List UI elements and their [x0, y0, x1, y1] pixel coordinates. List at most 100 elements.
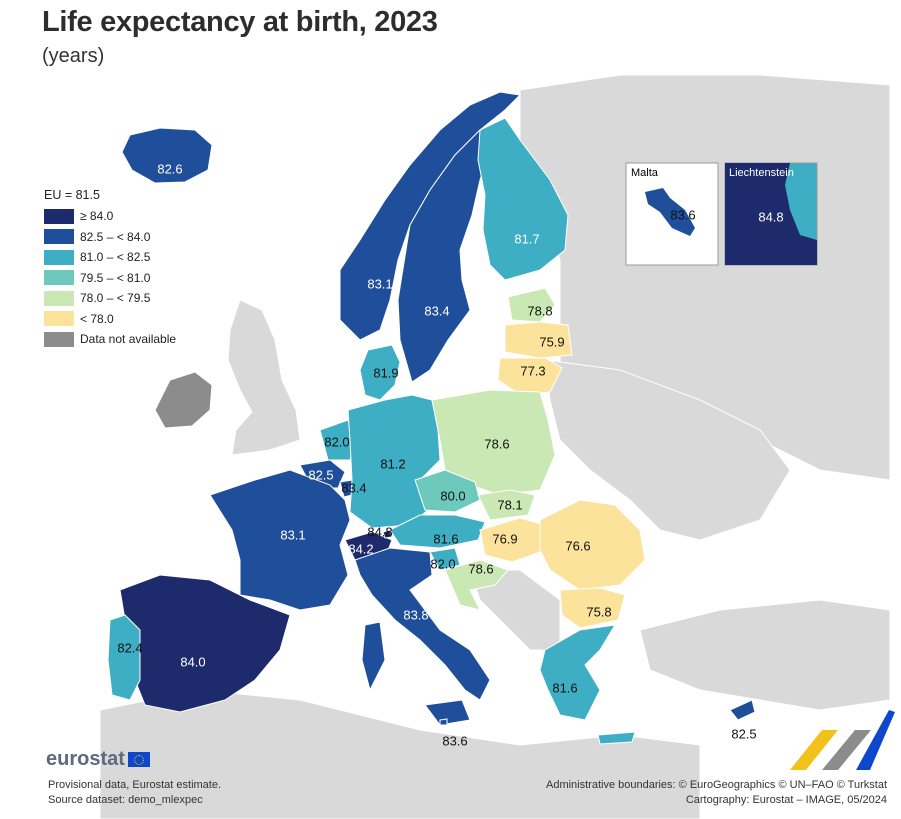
- map-title: Life expectancy at birth, 2023: [42, 6, 438, 38]
- value-portugal: 82.4: [117, 640, 142, 655]
- legend-label: 79.5 – < 81.0: [80, 270, 151, 285]
- footnote-boundaries: Administrative boundaries: © EuroGeograp…: [545, 779, 887, 791]
- value-poland: 78.6: [484, 436, 509, 451]
- value-denmark: 81.9: [373, 365, 398, 380]
- lithuania-shape: [497, 357, 563, 396]
- value-romania: 76.6: [565, 538, 590, 553]
- legend-label: < 78.0: [80, 311, 114, 326]
- value-italy: 83.8: [403, 607, 428, 622]
- liechtenstein-inset: Liechtenstein 84.8: [724, 162, 818, 266]
- value-norway: 83.1: [367, 276, 392, 291]
- corner-brand-mark: [790, 710, 895, 770]
- value-switzerland: 84.2: [348, 541, 373, 556]
- iceland-shape: [121, 127, 213, 184]
- value-greece: 81.6: [552, 680, 577, 695]
- legend-item: < 78.0: [44, 309, 176, 330]
- africa-land: [99, 689, 701, 819]
- poland-shape: [431, 389, 556, 496]
- liechtenstein-inset-label: Liechtenstein: [729, 167, 794, 179]
- legend-item: Data not available: [44, 329, 176, 350]
- legend-label: 81.0 – < 82.5: [80, 250, 151, 265]
- croatia-shape: [444, 559, 509, 611]
- slovakia-shape: [477, 489, 536, 521]
- value-slovenia: 82.0: [430, 556, 455, 571]
- ukraine-belarus-land: [544, 359, 791, 541]
- footnote-source: Source dataset: demo_mlexpec: [48, 794, 203, 806]
- sweden-shape: [397, 129, 491, 383]
- value-netherlands: 82.0: [324, 434, 349, 449]
- malta-inset: Malta 83.6: [625, 162, 719, 266]
- finland-shape: [477, 117, 569, 281]
- latvia-shape: [504, 321, 573, 359]
- malta-shape: [439, 718, 448, 726]
- value-malta: 83.6: [442, 733, 467, 748]
- malta-inset-island: [645, 188, 695, 236]
- value-slovakia: 78.1: [497, 497, 522, 512]
- value-sweden: 83.4: [424, 303, 449, 318]
- eurostat-logo-text: eurostat: [46, 748, 125, 770]
- france-shape: [209, 469, 351, 611]
- value-labels: 82.6 83.1 83.4 81.7 78.8 75.9 77.3 81.9 …: [117, 161, 756, 748]
- slovenia-shape: [429, 547, 461, 571]
- legend-item: 81.0 – < 82.5: [44, 247, 176, 268]
- value-croatia: 78.6: [468, 561, 493, 576]
- malta-inset-label: Malta: [631, 167, 659, 179]
- map-legend: EU = 81.5 ≥ 84.0 82.5 – < 84.0 81.0 – < 82…: [44, 188, 176, 350]
- bulgaria-shape: [559, 587, 626, 629]
- legend-item: 78.0 – < 79.5: [44, 288, 176, 309]
- portugal-shape: [107, 614, 141, 701]
- estonia-shape: [507, 287, 556, 323]
- legend-label: 78.0 – < 79.5: [80, 291, 151, 306]
- legend-item: ≥ 84.0: [44, 206, 176, 227]
- italy-shape: [354, 547, 491, 701]
- legend-swatch: [44, 208, 74, 224]
- value-estonia: 78.8: [527, 303, 552, 318]
- legend-swatch: [44, 249, 74, 265]
- liechtenstein-inset-value: 84.8: [758, 209, 783, 224]
- value-germany: 81.2: [380, 456, 405, 471]
- cyprus-shape: [729, 699, 756, 721]
- hungary-shape: [479, 517, 546, 563]
- malta-inset-value: 83.6: [670, 207, 695, 222]
- value-lithuania: 77.3: [520, 363, 545, 378]
- value-belgium: 82.5: [308, 467, 333, 482]
- sicily-shape: [424, 699, 471, 726]
- footnote-provisional: Provisional data, Eurostat estimate.: [48, 779, 222, 791]
- crete-shape: [597, 731, 636, 745]
- value-cyprus: 82.5: [731, 726, 756, 741]
- eurostat-logo: eurostat: [46, 748, 150, 771]
- liechtenstein-inset-area: [725, 163, 817, 265]
- value-czechia: 80.0: [440, 488, 465, 503]
- legend-swatch: [44, 331, 74, 347]
- ireland-shape: [154, 371, 213, 429]
- uk-land: [227, 299, 301, 456]
- value-latvia: 75.9: [539, 334, 564, 349]
- legend-label: 82.5 – < 84.0: [80, 229, 151, 244]
- legend-swatch: [44, 229, 74, 245]
- romania-shape: [539, 499, 646, 591]
- eu-flag-icon: [127, 752, 150, 767]
- greece-shape: [539, 624, 616, 721]
- legend-item: 79.5 – < 81.0: [44, 268, 176, 289]
- value-austria: 81.6: [433, 531, 458, 546]
- liechtenstein-shape: [382, 529, 393, 539]
- legend-swatch: [44, 311, 74, 327]
- eu-countries: [107, 91, 756, 745]
- value-liechtenstein: 84.8: [367, 524, 392, 539]
- legend-swatch: [44, 270, 74, 286]
- value-finland: 81.7: [514, 231, 539, 246]
- sardinia-shape: [361, 621, 386, 692]
- legend-item: 82.5 – < 84.0: [44, 227, 176, 248]
- denmark-shape: [359, 344, 401, 401]
- value-luxembourg: 83.4: [341, 480, 366, 495]
- legend-title: EU = 81.5: [44, 188, 100, 202]
- legend-swatch: [44, 290, 74, 306]
- value-bulgaria: 75.8: [586, 604, 611, 619]
- legend-label: Data not available: [80, 332, 177, 347]
- legend-label: ≥ 84.0: [80, 209, 114, 224]
- footnote-right: Administrative boundaries: © EuroGeograp…: [546, 778, 887, 808]
- value-spain: 84.0: [180, 654, 205, 669]
- footnote-left: Provisional data, Eurostat estimate. Sou…: [48, 778, 221, 808]
- value-iceland: 82.6: [157, 161, 182, 176]
